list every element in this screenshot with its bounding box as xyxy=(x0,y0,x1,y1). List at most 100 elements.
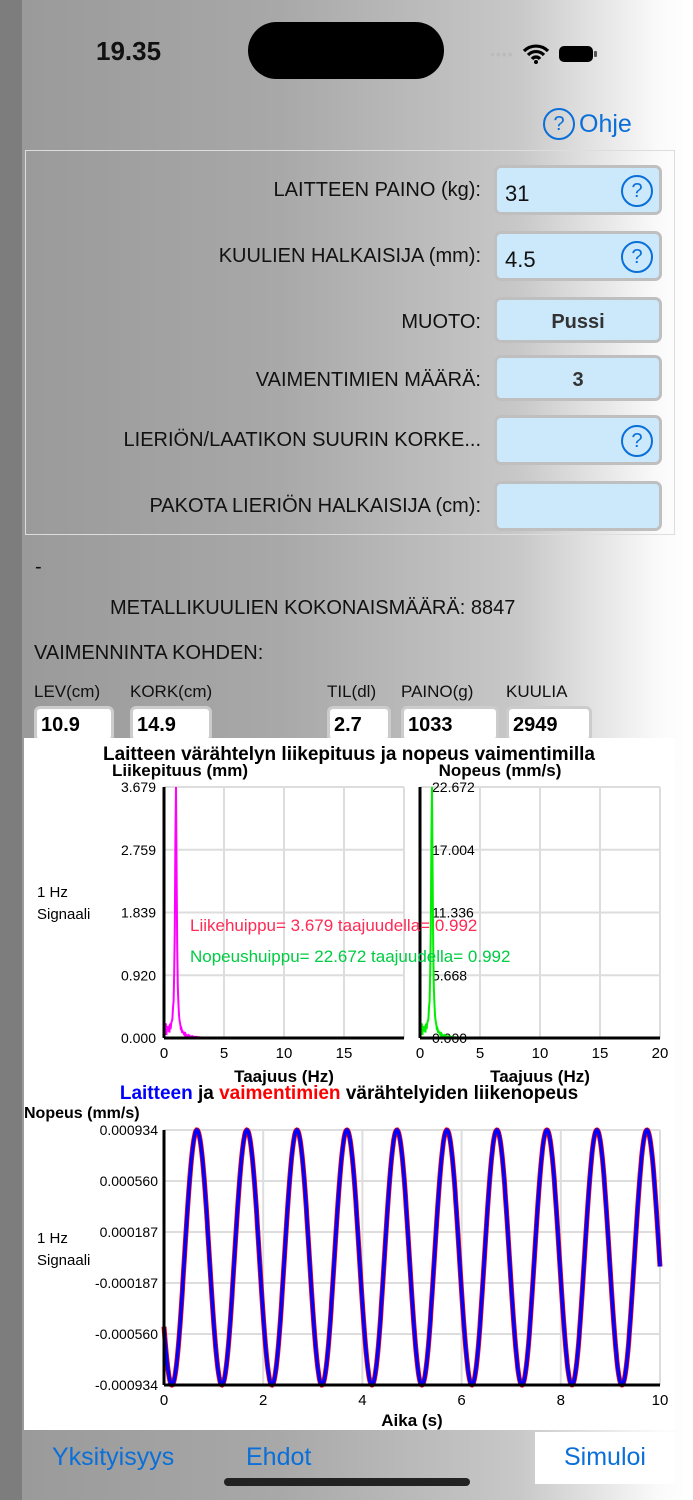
x-axis-title: Aika (s) xyxy=(381,1411,442,1430)
form-row: PAKOTA LIERIÖN HALKAISIJA (cm): xyxy=(26,481,676,531)
field-value: 3 xyxy=(572,369,584,391)
status-time: 19.35 xyxy=(96,36,162,66)
x-tick-label: 2 xyxy=(259,1392,267,1409)
x-tick-label: 20 xyxy=(652,1045,669,1062)
input-field[interactable]: ? xyxy=(494,415,662,465)
form-row: LAITTEEN PAINO (kg): 31? xyxy=(26,165,676,215)
x-tick-label: 10 xyxy=(532,1045,549,1062)
y-axis-title: Liikepituus (mm) xyxy=(112,761,248,780)
damper-field-label: PAINO(g) xyxy=(401,682,474,701)
input-field[interactable] xyxy=(494,481,662,531)
field-label: KUULIEN HALKAISIJA (mm): xyxy=(218,245,481,267)
input-field[interactable]: 4.5? xyxy=(494,231,662,281)
question-icon[interactable]: ? xyxy=(621,175,653,207)
simulate-label: Simuloi xyxy=(564,1443,646,1471)
chart-title: Laitteen värähtelyn liikepituus ja nopeu… xyxy=(103,744,595,765)
y-tick-label: 0.000 xyxy=(121,1030,156,1046)
home-indicator[interactable] xyxy=(224,1478,470,1486)
battery-icon xyxy=(558,46,597,62)
select-field[interactable]: Pussi xyxy=(494,297,662,343)
form-row: VAIMENTIMIEN MÄÄRÄ: 3 xyxy=(26,355,676,405)
x-tick-label: 0 xyxy=(160,1045,168,1062)
form-row: LIERIÖN/LAATIKON SUURIN KORKE... ? xyxy=(26,415,676,465)
device-velocity-line xyxy=(162,1127,662,1388)
wifi-icon xyxy=(522,44,549,64)
x-tick-label: 10 xyxy=(652,1392,669,1409)
side-label: 1 Hz xyxy=(37,1230,68,1247)
side-label: Signaali xyxy=(37,1252,90,1269)
damper-field-value: 1033 xyxy=(401,706,499,742)
field-label: LAITTEEN PAINO (kg): xyxy=(273,179,481,201)
x-axis-title: Taajuus (Hz) xyxy=(490,1067,590,1086)
side-label: 1 Hz xyxy=(37,884,68,901)
charts-area xyxy=(24,738,675,1430)
select-field[interactable]: 3 xyxy=(494,355,662,401)
damper-field-label: KORK(cm) xyxy=(130,682,213,701)
simulate-button[interactable]: Simuloi xyxy=(535,1432,675,1484)
damper-field-value: 14.9 xyxy=(130,706,212,742)
y-tick-label: -0.000560 xyxy=(95,1326,158,1342)
damper-field-value: 10.9 xyxy=(34,706,114,742)
damper-field-label: TIL(dl) xyxy=(327,682,377,701)
x-tick-label: 5 xyxy=(220,1045,228,1062)
x-tick-label: 15 xyxy=(592,1045,609,1062)
x-tick-label: 4 xyxy=(358,1392,366,1409)
y-tick-label: -0.000187 xyxy=(95,1275,158,1291)
x-tick-label: 5 xyxy=(476,1045,484,1062)
x-tick-label: 15 xyxy=(336,1045,353,1062)
privacy-tab[interactable]: Yksityisyys xyxy=(52,1443,175,1471)
signal-icon: •••• xyxy=(490,46,514,62)
side-label: Signaali xyxy=(37,906,90,923)
y-tick-label: 0.920 xyxy=(121,967,156,983)
help-button[interactable]: ? Ohje xyxy=(543,108,632,140)
y-tick-label: 11.336 xyxy=(432,905,474,921)
damper-field-label: KUULIA xyxy=(506,682,568,701)
field-label: PAKOTA LIERIÖN HALKAISIJA (cm): xyxy=(149,495,481,517)
input-panel: LAITTEEN PAINO (kg): 31? KUULIEN HALKAISI… xyxy=(25,150,675,535)
total-balls: METALLIKUULIEN KOKONAISMÄÄRÄ: 8847 xyxy=(110,597,516,619)
question-icon: ? xyxy=(543,108,575,140)
field-value: 31 xyxy=(505,181,530,206)
y-tick-label: 2.759 xyxy=(121,842,156,858)
x-tick-label: 0 xyxy=(160,1392,168,1409)
x-axis-title: Taajuus (Hz) xyxy=(234,1067,334,1086)
y-tick-label: 0.000187 xyxy=(100,1224,159,1240)
y-axis-title: Nopeus (mm/s) xyxy=(24,1105,140,1122)
chart-title: Laitteen ja vaimentimien värähtelyiden l… xyxy=(120,1083,578,1104)
form-row: KUULIEN HALKAISIJA (mm): 4.5? xyxy=(26,231,676,281)
form-row: MUOTO: Pussi xyxy=(26,297,676,347)
question-icon[interactable]: ? xyxy=(621,425,653,457)
status-icons: •••• xyxy=(490,44,598,64)
terms-tab[interactable]: Ehdot xyxy=(246,1443,312,1471)
dash-text: - xyxy=(35,556,42,578)
left-edge xyxy=(0,0,22,1500)
x-tick-label: 8 xyxy=(557,1392,565,1409)
field-label: VAIMENTIMIEN MÄÄRÄ: xyxy=(255,369,481,391)
per-damper-title: VAIMENNINTA KOHDEN: xyxy=(34,642,264,664)
y-tick-label: 0.000560 xyxy=(100,1173,159,1189)
y-tick-label: 5.668 xyxy=(432,967,467,983)
y-tick-label: 3.679 xyxy=(121,779,156,795)
y-axis-title: Nopeus (mm/s) xyxy=(439,761,562,780)
velocity-peak-annotation: Nopeushuippu= 22.672 taajuudella= 0.992 xyxy=(190,947,510,966)
charts-svg: Laitteen värähtelyn liikepituus ja nopeu… xyxy=(24,744,669,1430)
y-tick-label: 0.000934 xyxy=(100,1122,159,1138)
y-tick-label: 1.839 xyxy=(121,905,156,921)
field-value: 4.5 xyxy=(505,247,536,272)
input-field[interactable]: 31? xyxy=(494,165,662,215)
field-value: Pussi xyxy=(551,311,605,333)
field-label: LIERIÖN/LAATIKON SUURIN KORKE... xyxy=(123,429,481,451)
y-tick-label: -0.000934 xyxy=(95,1377,158,1393)
damper-field-value: 2949 xyxy=(506,706,592,742)
motion-peak-annotation: Liikehuippu= 3.679 taajuudella= 0.992 xyxy=(190,916,477,935)
dynamic-island xyxy=(248,22,444,79)
y-tick-label: 17.004 xyxy=(432,842,475,858)
help-label: Ohje xyxy=(579,109,632,138)
damper-field-value: 2.7 xyxy=(327,706,391,742)
x-tick-label: 6 xyxy=(457,1392,465,1409)
y-tick-label: 22.672 xyxy=(432,779,475,795)
field-label: MUOTO: xyxy=(401,311,481,333)
x-tick-label: 0 xyxy=(416,1045,424,1062)
x-tick-label: 10 xyxy=(276,1045,293,1062)
question-icon[interactable]: ? xyxy=(621,241,653,273)
